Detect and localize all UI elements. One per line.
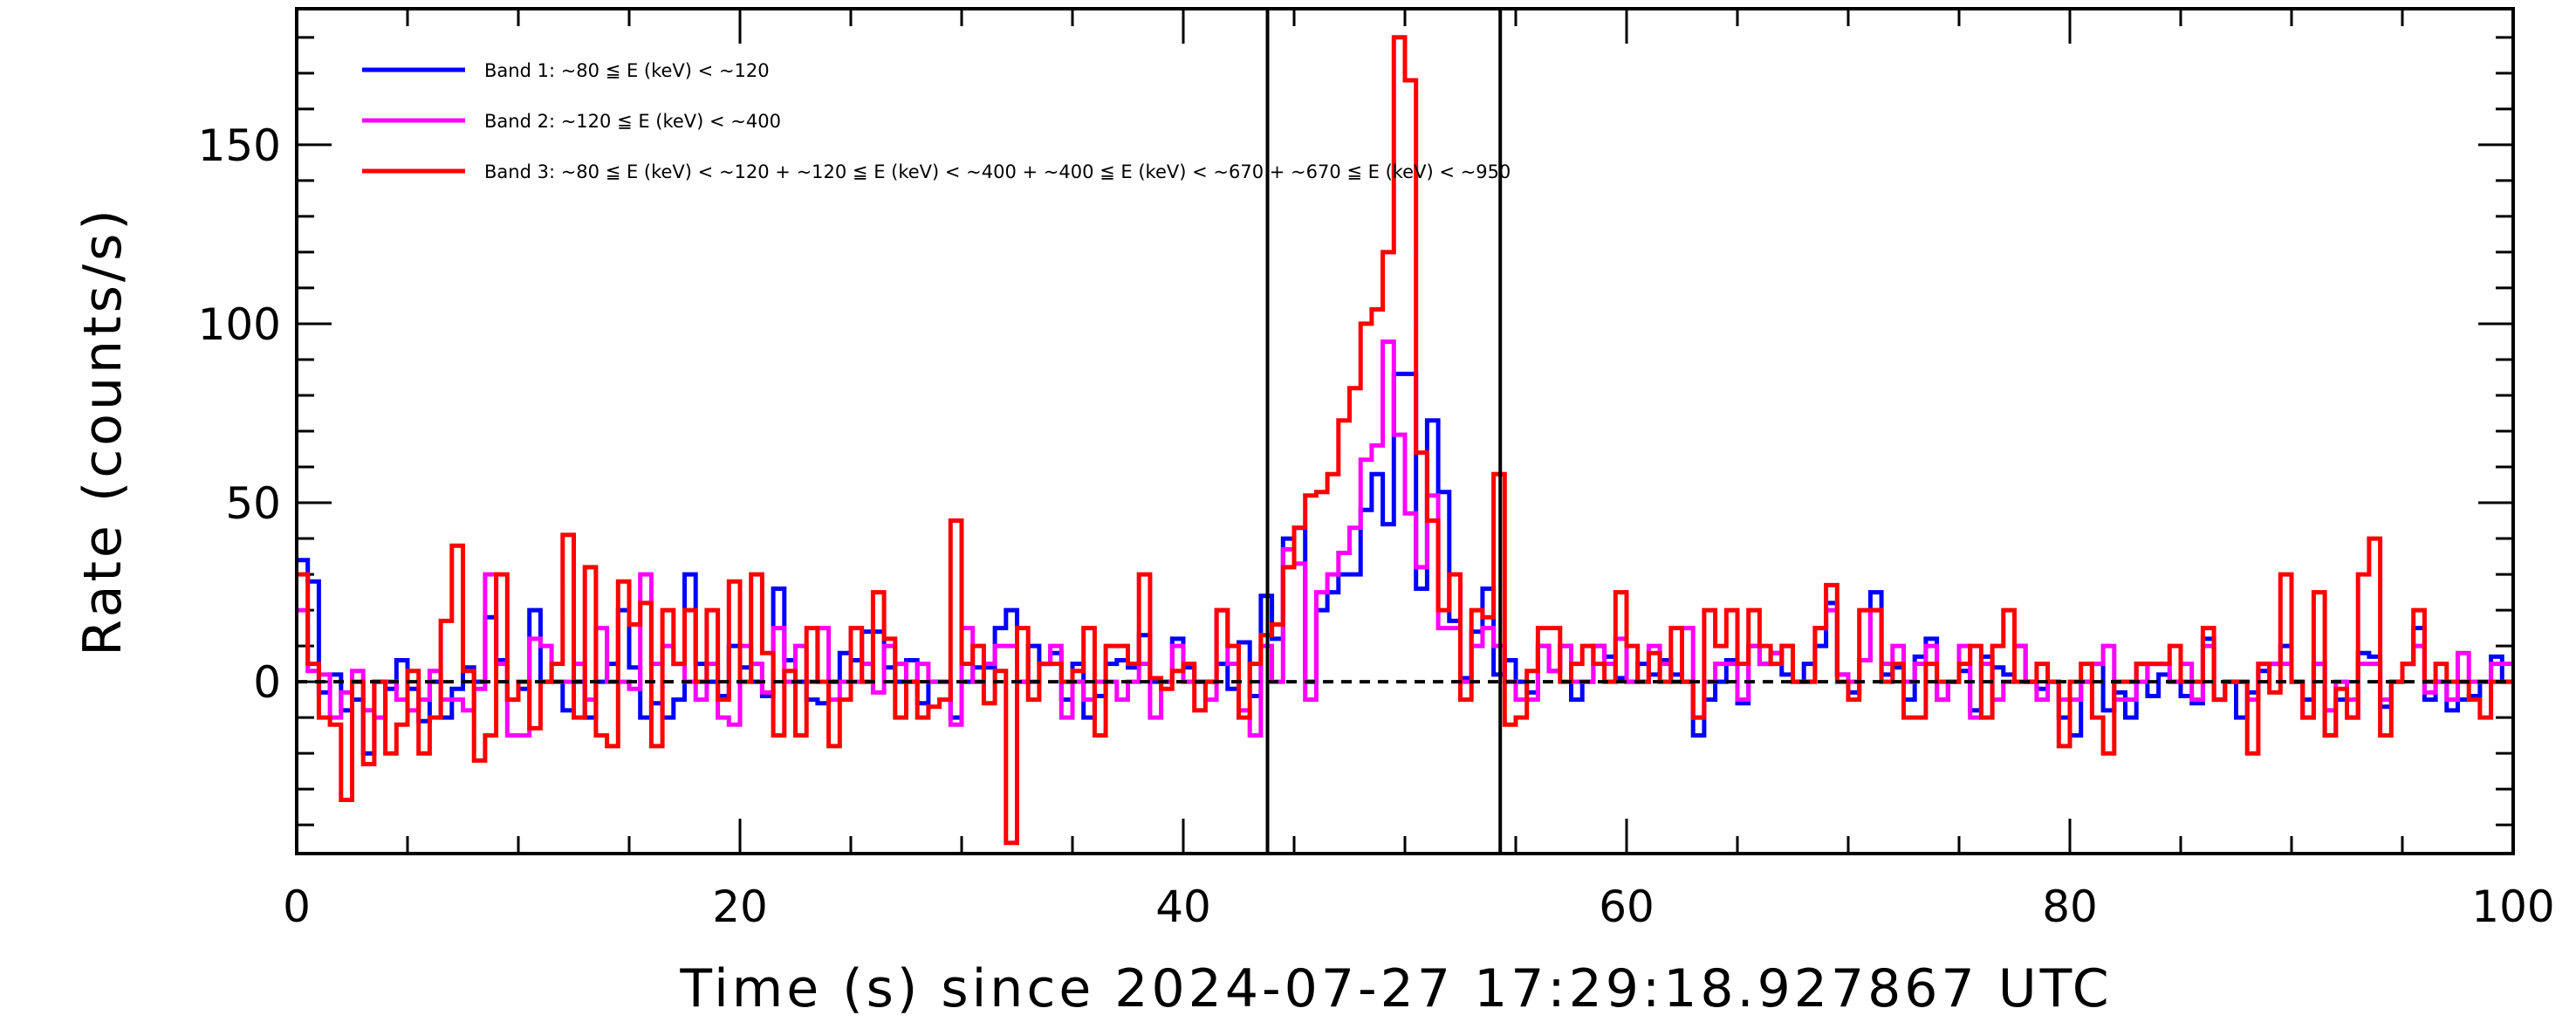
legend-label-1: Band 1: ~80 ≦ E (keV) < ~120 — [484, 60, 770, 81]
x-tick-label: 20 — [712, 882, 768, 932]
x-tick-label: 80 — [2042, 882, 2098, 932]
tick-labels: 0 20 40 60 80 100 0 50 100 150 — [198, 120, 2555, 932]
series-2-line — [297, 340, 2513, 738]
legend-label-3: Band 3: ~80 ≦ E (keV) < ~120 + ~120 ≦ E … — [484, 161, 1511, 182]
x-tick-label: 40 — [1155, 882, 1211, 932]
plot-frame — [295, 7, 2515, 855]
x-tick-label: 100 — [2471, 882, 2554, 932]
y-axis-title: Rate (counts/s) — [72, 206, 134, 655]
x-tick-label: 0 — [283, 882, 311, 932]
legend-label-2: Band 2: ~120 ≦ E (keV) < ~400 — [484, 111, 781, 132]
y-tick-label: 50 — [225, 478, 281, 529]
x-tick-label: 60 — [1599, 882, 1655, 932]
x-axis-title: Time (s) since 2024-07-27 17:29:18.92786… — [679, 958, 2112, 1019]
reference-lines — [297, 9, 2513, 854]
y-tick-label: 150 — [198, 120, 281, 171]
legend: Band 1: ~80 ≦ E (keV) < ~120 Band 2: ~120… — [362, 60, 1511, 182]
y-tick-label: 0 — [253, 657, 281, 708]
axis-ticks — [295, 9, 2515, 854]
y-tick-label: 100 — [198, 299, 281, 350]
